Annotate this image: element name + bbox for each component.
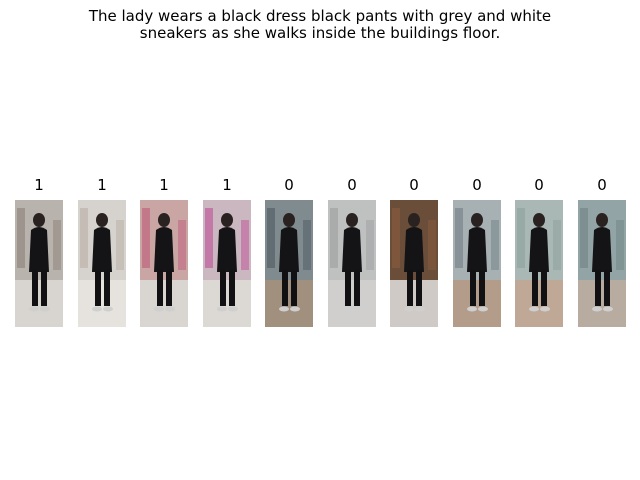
caption-line-1: The lady wears a black dress black pants…	[88, 7, 552, 25]
person-photo	[328, 200, 376, 327]
person-photo	[515, 200, 563, 327]
person-photo	[78, 200, 126, 327]
match-label: 0	[534, 176, 544, 194]
match-label: 1	[97, 176, 107, 194]
match-label: 1	[222, 176, 232, 194]
match-label: 0	[409, 176, 419, 194]
match-label: 0	[284, 176, 294, 194]
person-photo	[578, 200, 626, 327]
match-label: 1	[34, 176, 44, 194]
person-photo	[390, 200, 438, 327]
match-label: 1	[159, 176, 169, 194]
match-label: 0	[597, 176, 607, 194]
caption-line-2: sneakers as she walks inside the buildin…	[139, 24, 501, 42]
person-photo	[15, 200, 63, 327]
match-label: 0	[472, 176, 482, 194]
caption: The lady wears a black dress black pants…	[0, 8, 640, 42]
person-photo	[453, 200, 501, 327]
person-photo	[140, 200, 188, 327]
person-photo	[203, 200, 251, 327]
match-label: 0	[347, 176, 357, 194]
person-photo	[265, 200, 313, 327]
